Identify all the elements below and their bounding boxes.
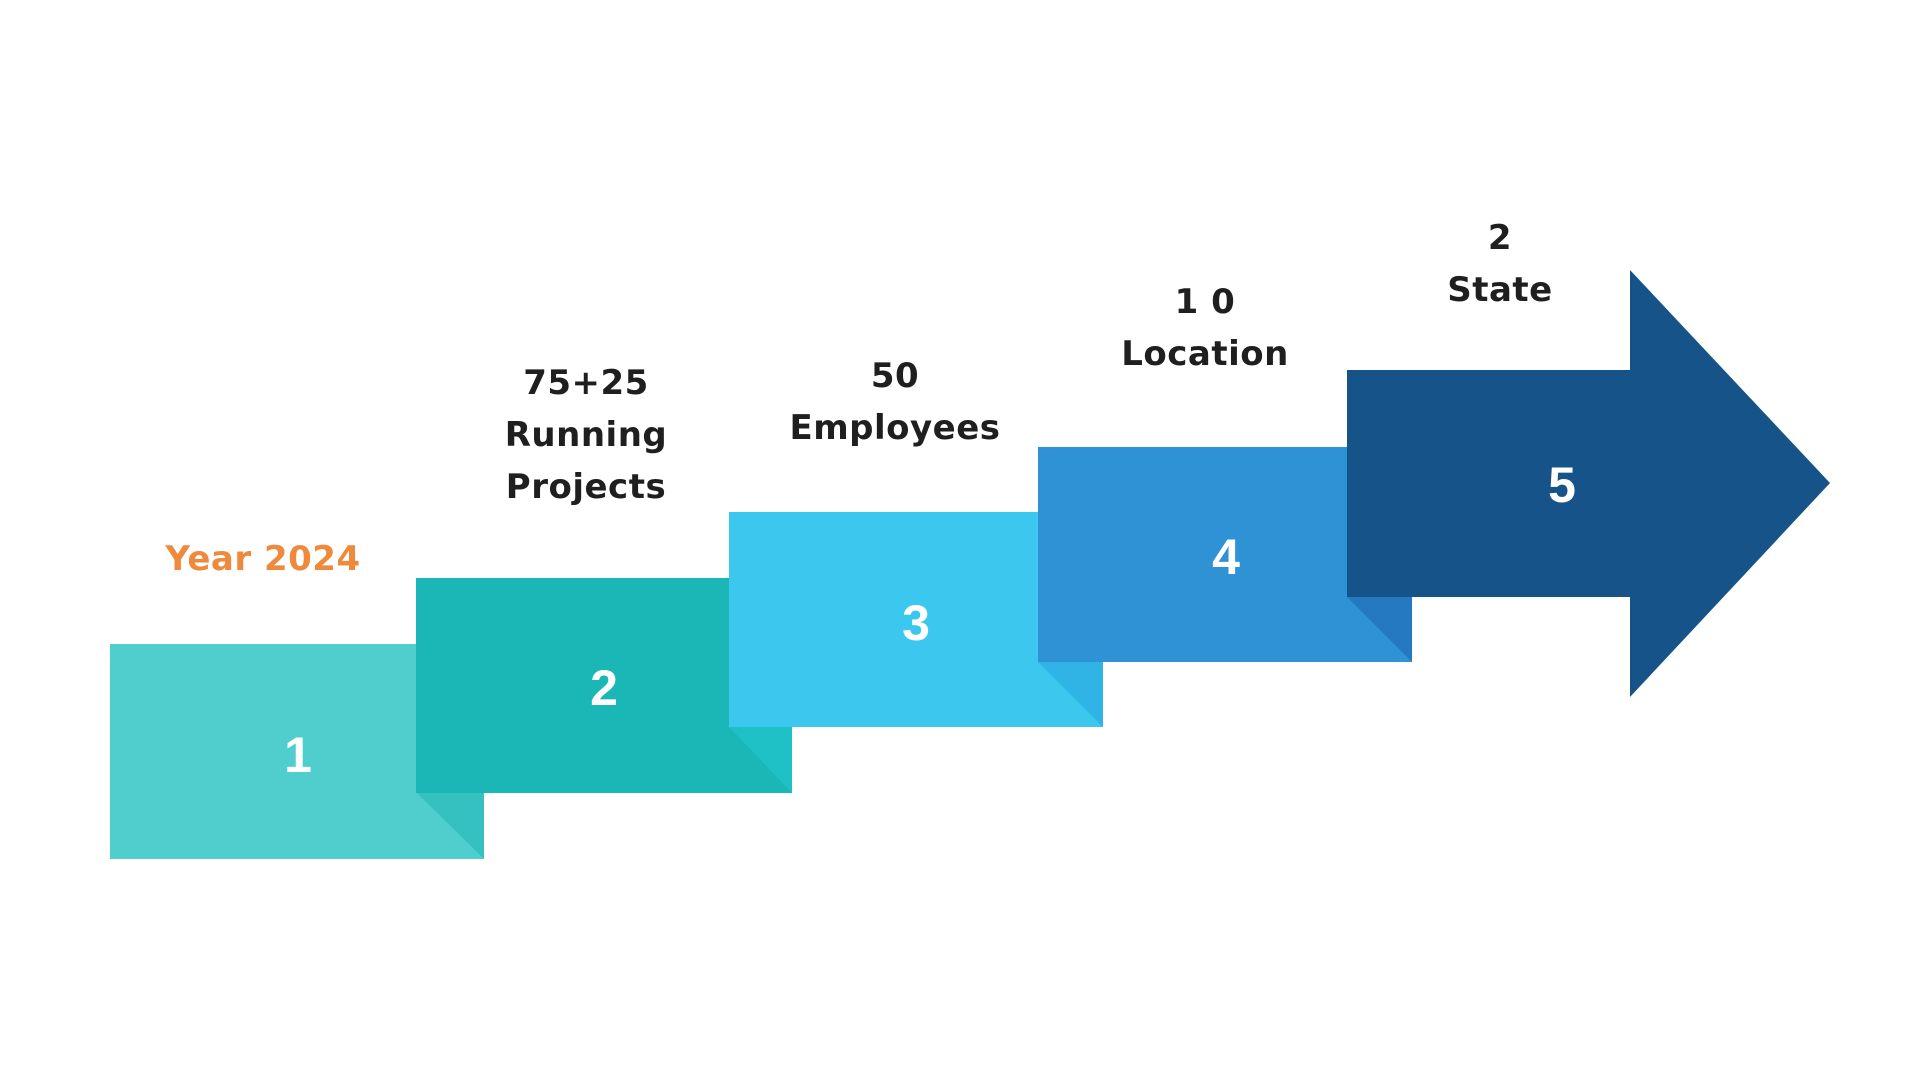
step-2-caption-line-2: Running — [504, 415, 668, 455]
step-5-caption-line-2: State — [1447, 270, 1553, 310]
step-5-number: 5 — [1548, 457, 1576, 513]
step-2-fold — [729, 727, 792, 793]
step-2-caption: 75+25 Running Projects — [466, 357, 706, 513]
step-5-caption: 2 State — [1400, 212, 1600, 316]
step-2-number: 2 — [590, 660, 618, 716]
step-1-fold — [416, 792, 484, 859]
step-4-caption-line-1: 1 0 — [1174, 282, 1236, 322]
step-5-arrow: 5 — [1347, 270, 1830, 697]
step-3-caption-line-1: 50 — [870, 356, 920, 396]
step-5-caption-line-1: 2 — [1487, 218, 1513, 258]
step-1-number: 1 — [284, 727, 312, 783]
step-4-number: 4 — [1212, 529, 1240, 585]
step-2-caption-line-1: 75+25 — [523, 363, 649, 403]
step-1-caption-line-1: Year 2024 — [165, 539, 361, 579]
step-4-caption-line-2: Location — [1121, 334, 1289, 374]
step-3-number: 3 — [902, 595, 930, 651]
step-3-caption-line-2: Employees — [789, 408, 1001, 448]
step-2-caption-line-3: Projects — [505, 467, 667, 507]
step-3-caption: 50 Employees — [770, 350, 1020, 454]
step-4-caption: 1 0 Location — [1085, 276, 1325, 380]
step-3-fold — [1038, 662, 1103, 727]
step-4-fold — [1347, 597, 1412, 662]
step-5-arrow-shape — [1347, 270, 1830, 697]
step-1-caption: Year 2024 — [130, 533, 396, 585]
